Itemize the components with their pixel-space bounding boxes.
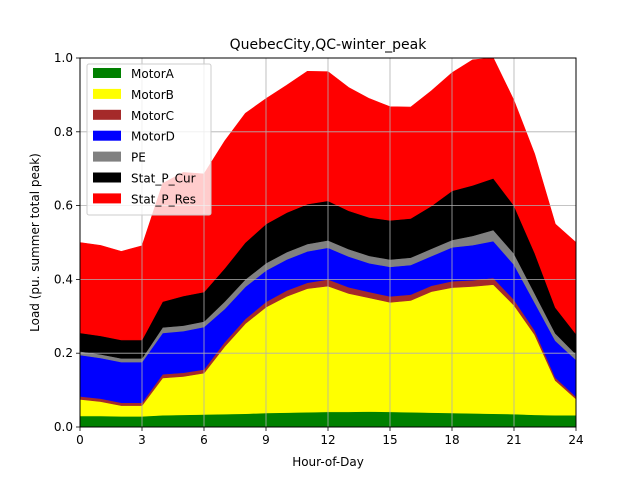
legend-label: PE	[131, 151, 146, 165]
y-axis-label: Load (pu. summer total peak)	[28, 153, 42, 332]
x-tick-label: 9	[262, 433, 270, 447]
chart-title: QuebecCity,QC-winter_peak	[230, 37, 428, 53]
legend-label: Stat_P_Res	[131, 192, 196, 206]
y-tick-label: 0.8	[54, 125, 73, 139]
x-tick-label: 15	[382, 433, 397, 447]
legend-label: MotorD	[131, 130, 175, 144]
legend-swatch	[93, 68, 121, 78]
y-tick-label: 0.4	[54, 272, 73, 286]
legend-swatch	[93, 151, 121, 162]
x-tick-label: 24	[568, 433, 583, 447]
legend-swatch	[93, 109, 121, 120]
x-tick-label: 0	[76, 433, 84, 447]
x-axis-label: Hour-of-Day	[292, 455, 364, 469]
legend-swatch	[93, 172, 121, 183]
y-tick-label: 1.0	[54, 51, 73, 65]
legend-swatch	[93, 88, 121, 99]
legend-label: Stat_P_Cur	[131, 172, 196, 186]
legend-swatch	[93, 130, 121, 141]
legend: MotorA MotorB MotorC MotorD PE Stat_P_Cur Stat…	[86, 63, 212, 216]
x-tick-label: 18	[444, 433, 459, 447]
x-tick-label: 12	[320, 433, 335, 447]
legend-label: MotorB	[131, 88, 174, 102]
x-tick-label: 3	[138, 433, 146, 447]
y-tick-label: 0.6	[54, 199, 73, 213]
legend-label: MotorA	[131, 67, 175, 81]
x-tick-label: 21	[506, 433, 521, 447]
y-tick-label: 0.0	[54, 420, 73, 434]
y-tick-label: 0.2	[54, 346, 73, 360]
legend-swatch	[93, 193, 121, 204]
y-axis-ticks: 0.0 0.2 0.4 0.6 0.8 1.0	[54, 51, 80, 434]
legend-label: MotorC	[131, 109, 174, 123]
x-axis-ticks: 0 3 6 9 12 15 18 21 24	[76, 427, 584, 447]
x-tick-label: 6	[200, 433, 208, 447]
